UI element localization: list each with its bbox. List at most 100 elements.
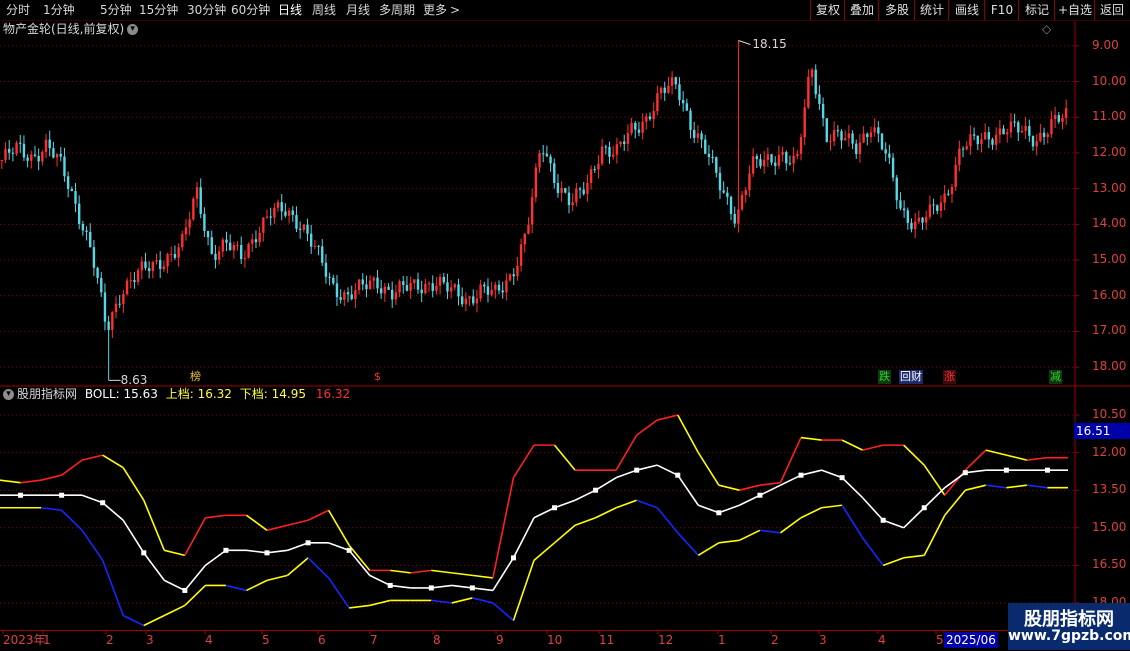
boll-mid-segment xyxy=(122,519,145,554)
boll-lower-segment xyxy=(656,507,679,534)
candle-body xyxy=(41,151,44,162)
candle-body xyxy=(129,280,132,282)
candle-body xyxy=(155,260,158,262)
boll-lower-segment xyxy=(143,614,165,627)
period-tab-daily[interactable]: 日线 xyxy=(278,3,303,17)
boll-upper-segment xyxy=(327,509,350,546)
price-tick-label: 16.00 xyxy=(1092,287,1127,302)
candle-body xyxy=(19,142,22,144)
candle-body xyxy=(372,277,375,281)
watermark-url: www.7gpzb.com xyxy=(1008,628,1130,644)
period-tab-1min[interactable]: 1分钟 xyxy=(43,3,75,17)
boll-mid-segment xyxy=(163,579,186,592)
candle-body xyxy=(969,134,972,147)
price-tick-label: 13.00 xyxy=(1092,180,1127,195)
boll-mid-segment xyxy=(862,497,884,521)
boll-mid-segment xyxy=(102,502,124,521)
candle-body xyxy=(343,292,346,300)
period-tab-monthly[interactable]: 月线 xyxy=(346,3,371,17)
boll-upper-segment xyxy=(40,474,62,481)
date-axis xyxy=(0,630,1075,651)
event-marker-fall[interactable]: 跌 xyxy=(878,370,891,384)
event-marker-finance[interactable]: 回财 xyxy=(899,370,923,384)
event-marker-dollar[interactable]: $ xyxy=(374,370,381,383)
period-tab-multi[interactable]: 多周期 xyxy=(379,3,416,17)
candle-body xyxy=(553,163,556,183)
candle-body xyxy=(464,298,468,305)
candle-body xyxy=(947,193,950,195)
candle-body xyxy=(103,292,107,322)
candle-body xyxy=(107,321,110,330)
overlay-button[interactable]: 叠加 xyxy=(844,0,879,20)
boll-mid-segment xyxy=(246,549,268,554)
boll-mid-segment xyxy=(369,574,391,587)
date-tick-label: 5 xyxy=(262,633,270,647)
candle-body xyxy=(869,132,873,138)
candle-body xyxy=(906,210,909,223)
boll-mid-segment xyxy=(615,469,637,479)
period-tab-60min[interactable]: 60分钟 xyxy=(231,3,271,17)
boll-lower-segment xyxy=(1006,484,1028,489)
candle-body xyxy=(181,234,184,248)
event-marker-rise[interactable]: 涨 xyxy=(943,370,956,384)
candle-body xyxy=(265,216,269,218)
dropdown-circle-icon[interactable]: ▾ xyxy=(3,389,14,400)
multi-stock-button[interactable]: 多股 xyxy=(878,0,915,20)
boll-lower-segment xyxy=(759,529,781,534)
candle-body xyxy=(530,197,534,225)
candle-body xyxy=(335,283,339,298)
candle-body xyxy=(891,157,895,178)
boll-mid-marker xyxy=(59,492,65,498)
watermark-title: 股朋指标网 xyxy=(1024,609,1114,630)
candle-body xyxy=(118,303,121,305)
statistics-button[interactable]: 统计 xyxy=(914,0,949,20)
boll-mid-segment xyxy=(698,504,720,514)
period-tab-weekly[interactable]: 周线 xyxy=(312,3,337,17)
period-tab-5min[interactable]: 5分钟 xyxy=(100,3,132,17)
add-watchlist-button[interactable]: +自选 xyxy=(1054,0,1095,20)
period-tab-intraday[interactable]: 分时 xyxy=(6,3,31,17)
dropdown-circle-icon[interactable]: ▾ xyxy=(127,24,139,35)
boll-lower-segment xyxy=(287,557,309,576)
event-marker-rank[interactable]: 榜 xyxy=(190,370,201,383)
boll-lower-segment xyxy=(431,599,452,604)
candle-body xyxy=(718,172,722,191)
boll-mid-marker xyxy=(264,550,270,556)
candle-body xyxy=(542,153,545,155)
candle-body xyxy=(173,254,177,258)
boll-mid-segment xyxy=(451,584,473,589)
draw-line-button[interactable]: 画线 xyxy=(948,0,985,20)
event-marker-reduce[interactable]: 减 xyxy=(1049,370,1062,384)
candle-body xyxy=(1042,132,1046,137)
boll-upper-segment xyxy=(410,569,432,574)
boll-mid-segment xyxy=(759,484,781,496)
candle-body xyxy=(656,93,659,112)
period-tab-30min[interactable]: 30分钟 xyxy=(187,3,227,17)
candle-body xyxy=(497,284,501,291)
candle-body xyxy=(1035,141,1038,147)
candle-body xyxy=(715,157,718,173)
boll-mid-segment xyxy=(595,477,617,491)
diamond-icon[interactable]: ◇ xyxy=(1042,22,1052,36)
period-tab-15min[interactable]: 15分钟 xyxy=(139,3,179,17)
candle-body xyxy=(206,230,210,238)
boll-lower-segment xyxy=(636,499,658,509)
candle-body xyxy=(1024,126,1027,131)
boll-tick-label: 12.00 xyxy=(1092,444,1127,459)
restore-rights-button[interactable]: 复权 xyxy=(810,0,845,20)
candle-body xyxy=(994,134,998,145)
candle-body xyxy=(770,154,773,163)
period-tab-more[interactable]: 更多 xyxy=(423,3,448,17)
back-button[interactable]: 返回 xyxy=(1094,0,1129,20)
candle-body xyxy=(722,190,725,193)
candle-body xyxy=(44,139,48,152)
candle-body xyxy=(214,253,217,260)
boll-upper-segment xyxy=(266,524,288,532)
mark-button[interactable]: 标记 xyxy=(1018,0,1055,20)
candle-body xyxy=(144,261,147,269)
f10-button[interactable]: F10 xyxy=(984,0,1019,20)
chevron-right-icon[interactable]: > xyxy=(450,3,461,17)
boll-lower-segment xyxy=(266,574,288,582)
